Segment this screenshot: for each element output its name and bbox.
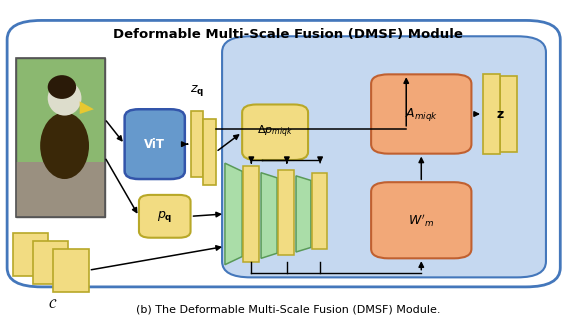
Text: $\mathbf{z}$: $\mathbf{z}$ bbox=[496, 108, 505, 121]
Ellipse shape bbox=[48, 75, 76, 99]
Text: $\mathit{A}_{miqk}$: $\mathit{A}_{miqk}$ bbox=[405, 106, 438, 123]
Bar bbox=[16, 162, 105, 217]
FancyBboxPatch shape bbox=[139, 195, 191, 238]
Text: $\Delta p_{miqk}$: $\Delta p_{miqk}$ bbox=[257, 124, 293, 140]
Text: $\mathbf{\mathit{p}_q}$: $\mathbf{\mathit{p}_q}$ bbox=[157, 209, 172, 224]
Text: $\mathit{W}'_m$: $\mathit{W}'_m$ bbox=[408, 212, 434, 228]
Text: Deformable Multi-Scale Fusion (DMSF) Module: Deformable Multi-Scale Fusion (DMSF) Mod… bbox=[113, 28, 463, 41]
Polygon shape bbox=[261, 173, 277, 258]
Polygon shape bbox=[296, 176, 311, 252]
Polygon shape bbox=[79, 101, 94, 114]
Bar bbox=[483, 74, 500, 154]
FancyBboxPatch shape bbox=[371, 182, 471, 258]
Text: ViT: ViT bbox=[144, 138, 165, 151]
FancyBboxPatch shape bbox=[242, 105, 308, 160]
Text: (b) The Deformable Multi-Scale Fusion (DMSF) Module.: (b) The Deformable Multi-Scale Fusion (D… bbox=[136, 304, 440, 314]
Bar bbox=[53, 249, 89, 292]
Ellipse shape bbox=[48, 81, 81, 116]
Bar bbox=[500, 76, 517, 152]
FancyBboxPatch shape bbox=[124, 109, 185, 179]
Ellipse shape bbox=[40, 112, 89, 179]
Text: $\mathbf{\mathit{z}_q}$: $\mathbf{\mathit{z}_q}$ bbox=[190, 83, 204, 98]
FancyBboxPatch shape bbox=[371, 74, 471, 154]
Polygon shape bbox=[225, 163, 242, 265]
Bar bbox=[278, 170, 294, 255]
FancyBboxPatch shape bbox=[222, 36, 546, 277]
FancyBboxPatch shape bbox=[7, 20, 560, 287]
Bar bbox=[243, 166, 259, 261]
Bar bbox=[312, 173, 327, 249]
Bar bbox=[191, 111, 203, 178]
Text: $\mathcal{C}$: $\mathcal{C}$ bbox=[48, 298, 58, 311]
Bar bbox=[203, 119, 216, 185]
Bar bbox=[33, 241, 69, 284]
Bar bbox=[16, 59, 105, 217]
Bar bbox=[13, 233, 48, 276]
Bar bbox=[16, 59, 105, 217]
